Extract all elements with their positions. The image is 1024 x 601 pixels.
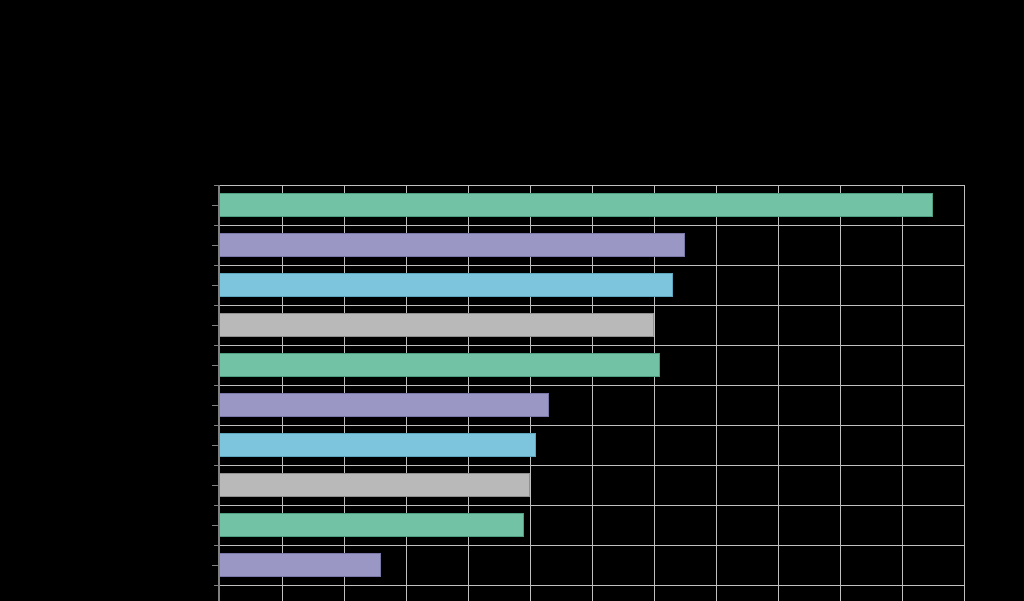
- y-tick: [214, 385, 218, 386]
- bar: [220, 233, 685, 257]
- y-tick: [212, 205, 218, 206]
- y-tick: [212, 445, 218, 446]
- row-gridline: [220, 585, 964, 586]
- y-tick: [212, 325, 218, 326]
- x-gridline: [902, 185, 903, 601]
- bar: [220, 553, 381, 577]
- bar: [220, 273, 673, 297]
- bar: [220, 353, 660, 377]
- x-gridline: [964, 185, 965, 601]
- y-tick: [214, 585, 218, 586]
- row-gridline: [220, 425, 964, 426]
- bar: [220, 193, 933, 217]
- row-gridline: [220, 265, 964, 266]
- x-gridline: [840, 185, 841, 601]
- y-tick: [214, 345, 218, 346]
- y-tick: [214, 465, 218, 466]
- row-gridline: [220, 505, 964, 506]
- y-tick: [212, 285, 218, 286]
- y-tick: [214, 425, 218, 426]
- y-tick: [212, 405, 218, 406]
- y-tick: [212, 565, 218, 566]
- row-gridline: [220, 385, 964, 386]
- y-tick: [214, 505, 218, 506]
- bar-chart: [0, 0, 1024, 601]
- x-gridline: [716, 185, 717, 601]
- row-gridline: [220, 305, 964, 306]
- row-gridline: [220, 345, 964, 346]
- y-tick: [212, 525, 218, 526]
- bar: [220, 473, 530, 497]
- y-tick: [212, 485, 218, 486]
- y-tick: [214, 305, 218, 306]
- y-tick: [212, 365, 218, 366]
- x-gridline: [778, 185, 779, 601]
- bar: [220, 513, 524, 537]
- y-tick: [214, 265, 218, 266]
- plot-area: [220, 185, 964, 601]
- row-gridline: [220, 545, 964, 546]
- y-tick: [214, 225, 218, 226]
- y-tick: [214, 185, 218, 186]
- row-gridline: [220, 225, 964, 226]
- row-gridline: [220, 465, 964, 466]
- y-tick: [212, 245, 218, 246]
- bar: [220, 433, 536, 457]
- y-tick: [214, 545, 218, 546]
- bar: [220, 313, 654, 337]
- bar: [220, 393, 549, 417]
